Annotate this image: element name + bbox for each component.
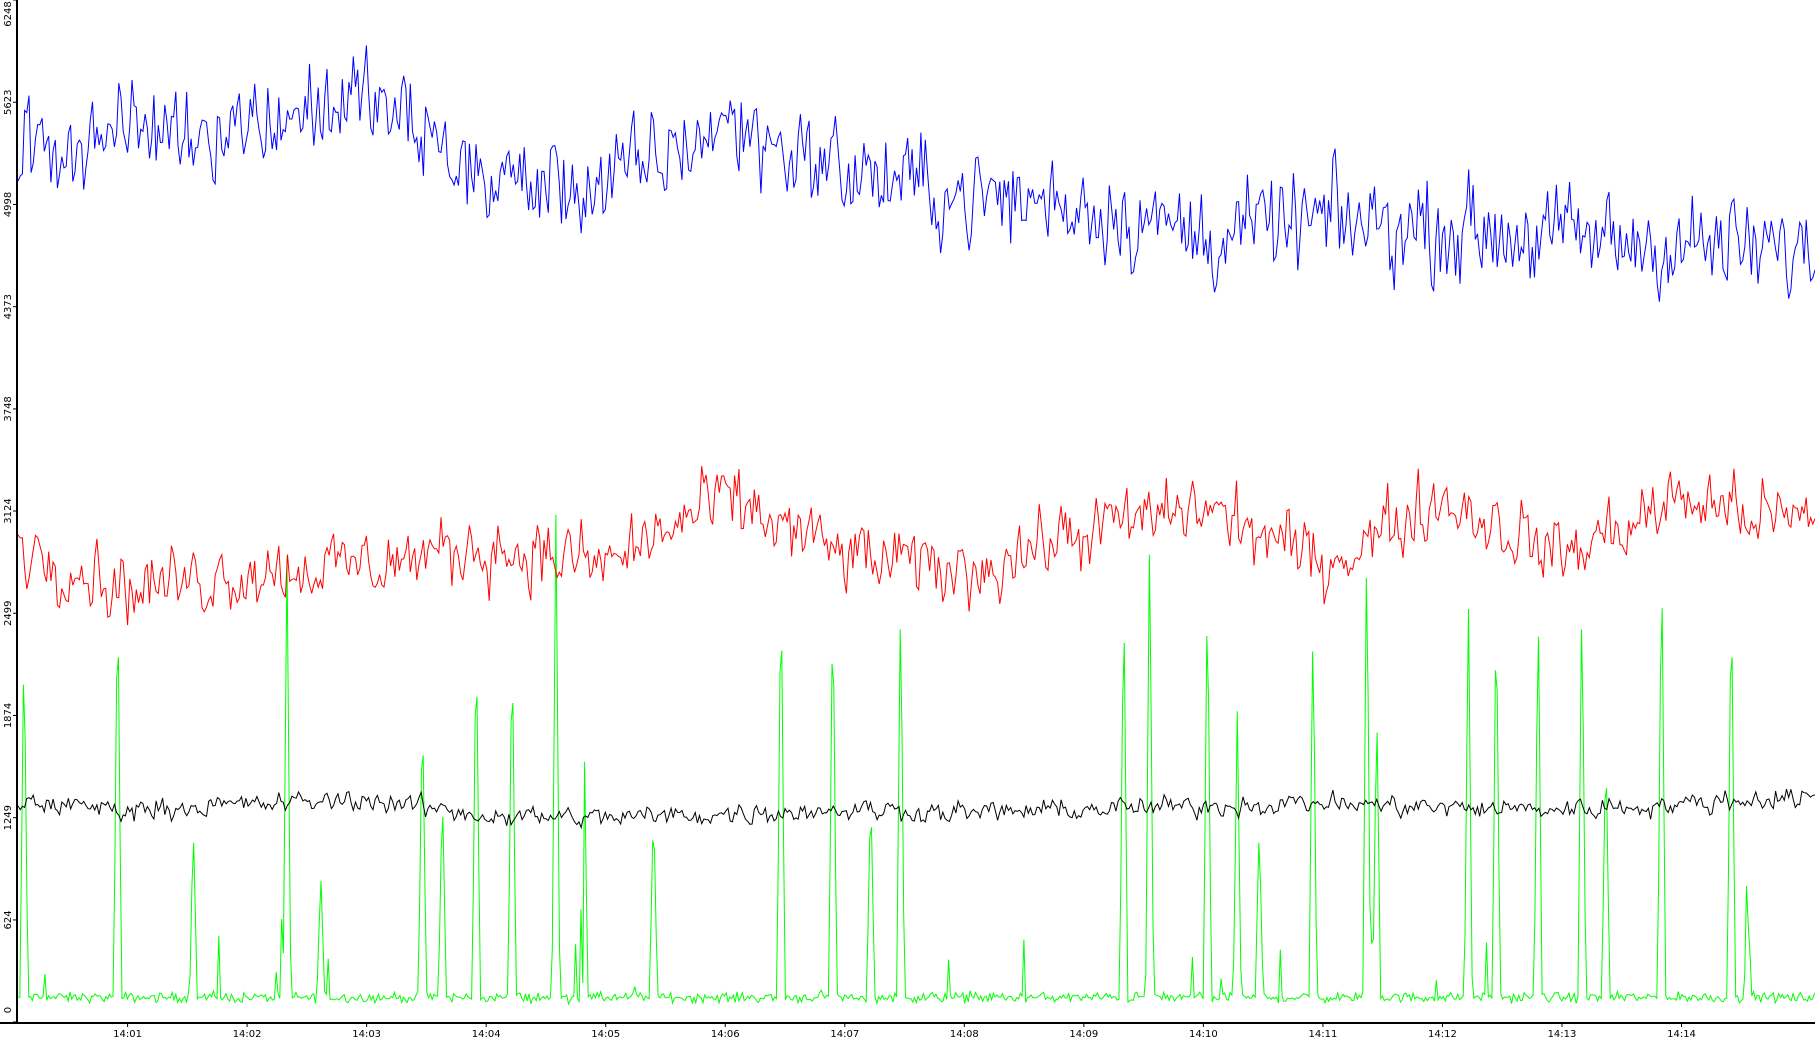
x-tick-label: 14:11 xyxy=(1309,1029,1338,1039)
series-line-red xyxy=(17,466,1815,626)
series-line-green xyxy=(17,514,1815,1006)
x-tick-label: 14:07 xyxy=(830,1029,859,1039)
series-line-blue xyxy=(17,45,1815,302)
x-tick-label: 14:04 xyxy=(472,1029,501,1039)
y-tick-label: 2499 xyxy=(3,601,14,626)
plot-area xyxy=(18,0,1815,1022)
y-axis-ticks: 0 624 1249 1874 2499 3124 3748 4373 4998 5623 6248 xyxy=(3,0,16,1023)
x-tick-label: 14:13 xyxy=(1548,1029,1577,1039)
series-layer xyxy=(17,45,1815,1006)
y-tick-label: 0 xyxy=(3,1007,14,1013)
x-tick-label: 14:14 xyxy=(1667,1029,1696,1039)
x-tick-label: 14:02 xyxy=(233,1029,262,1039)
y-tick-label: 4998 xyxy=(3,192,14,217)
y-tick-label: 4373 xyxy=(3,294,14,319)
x-tick-label: 14:03 xyxy=(352,1029,381,1039)
y-tick-label: 3748 xyxy=(3,396,14,421)
y-tick-label: 6248 xyxy=(3,1,14,26)
x-tick-label: 14:06 xyxy=(711,1029,740,1039)
x-tick-label: 14:08 xyxy=(950,1029,979,1039)
x-tick-label: 14:05 xyxy=(591,1029,620,1039)
x-tick-label: 14:09 xyxy=(1069,1029,1098,1039)
series-line-black xyxy=(17,788,1815,830)
y-tick-label: 3124 xyxy=(3,498,14,523)
y-tick-label: 1249 xyxy=(3,805,14,830)
x-tick-label: 14:01 xyxy=(113,1029,142,1039)
y-tick-label: 5623 xyxy=(3,90,14,115)
y-tick-label: 1874 xyxy=(3,703,14,728)
y-axis-strip xyxy=(0,0,16,1022)
x-axis-ticks: 14:01 14:02 14:03 14:04 14:05 14:06 14:07 14:08… xyxy=(113,1024,1696,1039)
x-tick-label: 14:12 xyxy=(1428,1029,1457,1039)
x-tick-label: 14:10 xyxy=(1189,1029,1218,1039)
x-axis-strip xyxy=(0,1024,1815,1039)
y-tick-label: 624 xyxy=(3,910,14,929)
